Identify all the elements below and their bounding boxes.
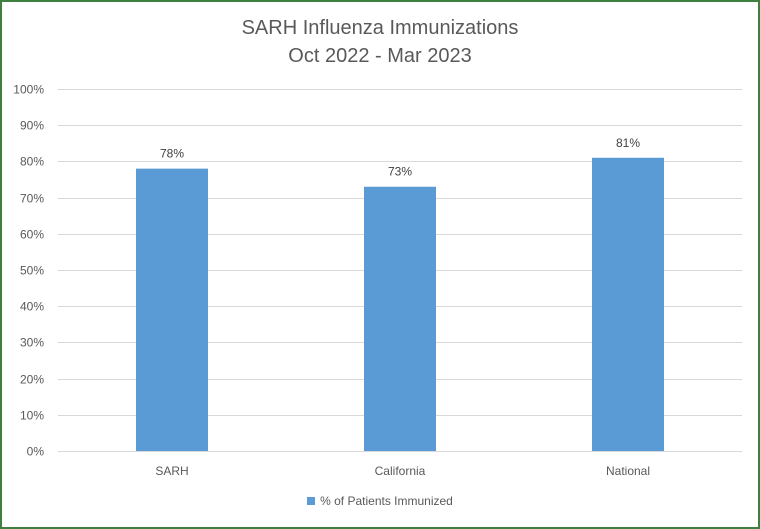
y-tick-label-50: 50% [20,264,44,278]
y-axis-tick-labels: 0% 10% 20% 30% 40% 50% 60% 70% 80% 90% 100% [13,83,44,459]
chart-title: SARH Influenza Immunizations Oct 2022 - … [0,14,760,70]
bar-california [364,186,436,452]
y-tick-label-100: 100% [13,83,44,97]
x-axis-category-labels: SARH California National [155,464,650,478]
category-label-sarh: SARH [155,464,188,478]
y-tick-label-70: 70% [20,192,44,206]
category-label-national: National [606,464,650,478]
chart-title-line2: Oct 2022 - Mar 2023 [288,45,472,67]
legend-label: % of Patients Immunized [320,494,453,508]
category-label-california: California [375,464,426,478]
y-tick-label-20: 20% [20,373,44,387]
chart-title-line1: SARH Influenza Immunizations [241,17,519,39]
data-label-sarh: 78% [160,147,184,161]
data-labels: 78% 73% 81% [160,136,640,179]
legend-swatch [307,497,316,505]
y-tick-label-60: 60% [20,228,44,242]
data-label-california: 73% [388,165,412,179]
bars [136,157,664,452]
y-tick-label-30: 30% [20,336,44,350]
y-tick-label-10: 10% [20,409,44,423]
bar-sarh [136,168,208,451]
y-tick-label-0: 0% [27,445,45,459]
y-tick-label-40: 40% [20,300,44,314]
data-label-national: 81% [616,136,640,150]
legend: % of Patients Immunized [0,494,760,508]
bar-national [592,157,664,451]
y-tick-label-80: 80% [20,155,44,169]
y-tick-label-90: 90% [20,119,44,133]
